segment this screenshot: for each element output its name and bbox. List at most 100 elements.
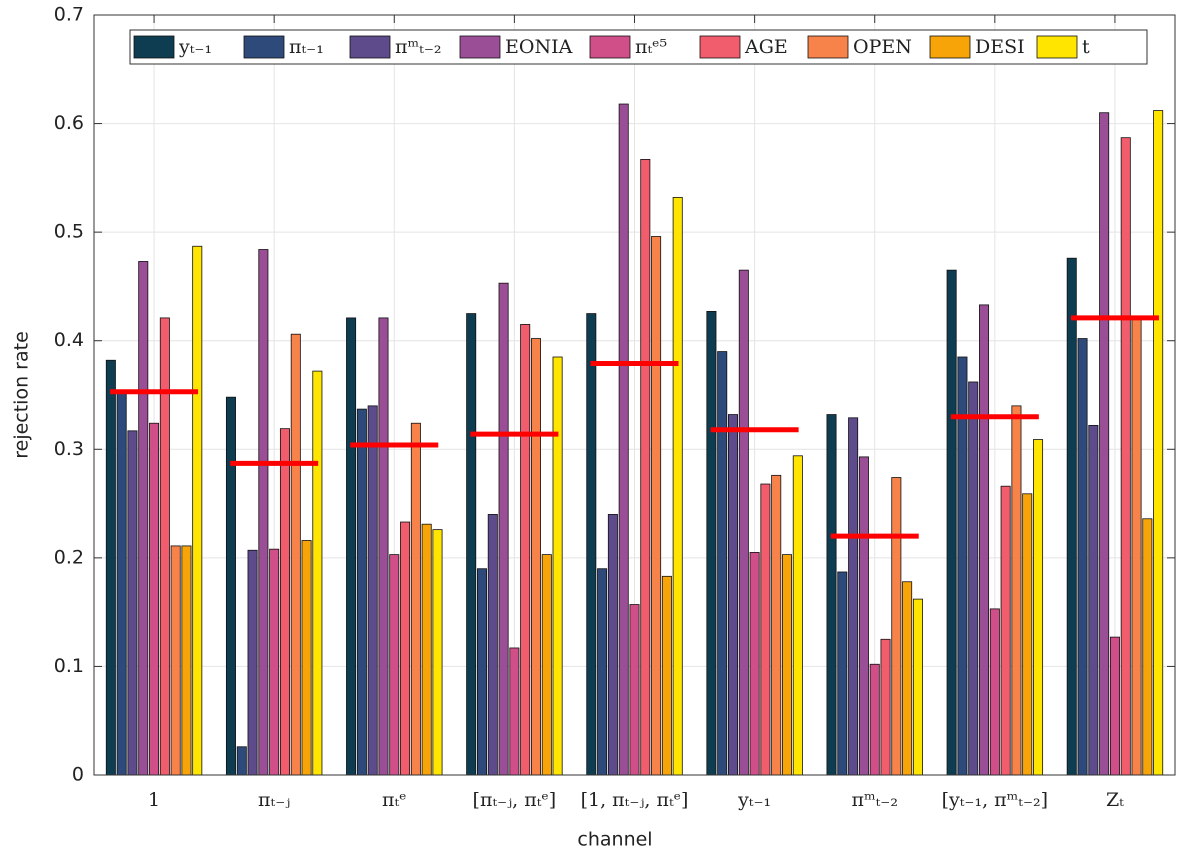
bar <box>968 381 979 776</box>
bar <box>1142 518 1153 776</box>
bar <box>149 422 160 776</box>
bar <box>760 483 771 776</box>
y-tick-label: 0.2 <box>54 546 84 568</box>
x-tick-label: πₜ₋ⱼ <box>258 789 290 811</box>
bar <box>1011 405 1022 776</box>
bar <box>225 396 236 776</box>
y-tick-label: 0.3 <box>54 438 84 460</box>
bar <box>1077 338 1088 776</box>
bar <box>520 324 531 776</box>
legend-label: πᵐₜ₋₂ <box>395 36 441 58</box>
bar <box>586 313 597 776</box>
legend-swatch <box>699 35 741 59</box>
bar <box>400 521 411 776</box>
bar <box>552 356 563 776</box>
x-tick-label: 1 <box>148 789 160 811</box>
legend-swatch <box>349 35 391 59</box>
bar <box>607 514 618 776</box>
legend-label: πₜ₋₁ <box>289 36 324 58</box>
legend-swatch <box>807 35 849 59</box>
legend-swatch <box>133 35 175 59</box>
bar <box>1109 636 1120 776</box>
legend-label: DESI <box>975 36 1025 58</box>
bar <box>826 414 837 776</box>
legend-swatch <box>459 35 501 59</box>
bar <box>181 545 192 776</box>
legend: yₜ₋₁ πₜ₋₁ πᵐₜ₋₂ EONIA πₜᵉ⁵ AGE OPEN DESI t <box>129 29 1148 65</box>
x-tick-label: Zₜ <box>1106 789 1124 811</box>
y-tick-label: 0.6 <box>54 112 84 134</box>
bar <box>738 269 749 776</box>
bar <box>312 370 323 776</box>
bar <box>912 598 923 776</box>
bar <box>116 392 127 776</box>
legend-box <box>129 29 1148 65</box>
y-tick-label: 0.4 <box>54 329 84 351</box>
bar <box>269 548 280 776</box>
bar <box>717 351 728 776</box>
legend-swatch <box>929 35 971 59</box>
bar <box>487 514 498 776</box>
bar <box>509 647 520 776</box>
bar <box>301 540 312 776</box>
legend-label: AGE <box>744 36 788 58</box>
x-tick-label: [1, πₜ₋ⱼ, πₜᵉ] <box>581 789 689 811</box>
y-tick-label: 0.7 <box>54 4 84 26</box>
bar <box>346 317 357 776</box>
bar <box>869 663 880 776</box>
legend-label: OPEN <box>853 36 912 58</box>
bar <box>466 313 477 776</box>
bar <box>597 568 608 776</box>
bar <box>1099 112 1110 776</box>
bar <box>498 282 509 776</box>
bar <box>640 158 651 776</box>
bar <box>1120 137 1131 776</box>
bar <box>651 236 662 776</box>
bar <box>421 523 432 776</box>
bar <box>792 455 803 776</box>
bar <box>138 261 149 776</box>
x-tick-label: πᵐₜ₋₂ <box>851 789 897 811</box>
bar <box>989 608 1000 776</box>
legend-swatch <box>1036 35 1078 59</box>
bar <box>706 310 717 776</box>
bar <box>661 575 672 776</box>
bar <box>771 474 782 776</box>
y-tick-label: 0.5 <box>54 221 84 243</box>
bar <box>367 405 378 776</box>
bar <box>127 430 138 776</box>
bar <box>957 356 968 776</box>
bar <box>389 554 400 776</box>
bar <box>1088 424 1099 776</box>
bar <box>979 304 990 776</box>
y-tick-label: 0 <box>72 764 84 786</box>
bar <box>159 317 170 776</box>
x-axis-label: channel <box>577 829 652 851</box>
bar <box>618 103 629 776</box>
bar <box>1131 317 1142 776</box>
x-tick-label: [yₜ₋₁, πᵐₜ₋₂] <box>942 789 1048 811</box>
y-axis-label: rejection rate <box>11 331 33 459</box>
x-tick-label: [πₜ₋ⱼ, πₜᵉ] <box>473 789 557 811</box>
legend-label: yₜ₋₁ <box>178 36 212 58</box>
legend-swatch <box>243 35 285 59</box>
x-tick-label: πₜᵉ <box>382 789 407 811</box>
bar <box>1153 110 1164 776</box>
bar <box>946 269 957 776</box>
bar <box>1066 257 1077 776</box>
bar <box>236 746 247 776</box>
bar <box>258 249 269 776</box>
bar <box>541 554 552 776</box>
bar <box>192 245 203 776</box>
bar <box>378 317 389 776</box>
bar <box>476 568 487 776</box>
bar <box>1022 493 1033 776</box>
bar <box>290 333 301 776</box>
legend-label: EONIA <box>505 36 573 58</box>
legend-swatch <box>589 35 631 59</box>
bar <box>837 571 848 776</box>
bar <box>629 604 640 776</box>
bar <box>749 552 760 776</box>
bar <box>170 545 181 776</box>
